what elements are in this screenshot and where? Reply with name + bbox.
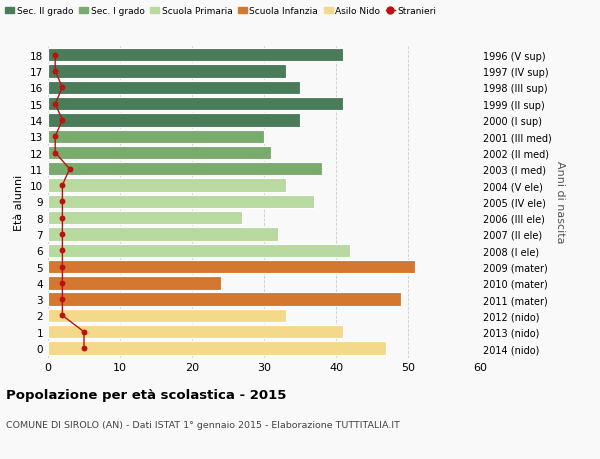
Point	[50, 150, 60, 157]
Point	[58, 214, 67, 222]
Point	[58, 280, 67, 287]
Bar	[48, 277, 221, 290]
Point	[79, 328, 89, 336]
Point	[58, 296, 67, 303]
Point	[58, 312, 67, 319]
Point	[58, 247, 67, 254]
Bar	[48, 65, 286, 78]
Legend: Sec. II grado, Sec. I grado, Scuola Primaria, Scuola Infanzia, Asilo Nido, Stran: Sec. II grado, Sec. I grado, Scuola Prim…	[2, 4, 440, 20]
Bar	[48, 212, 242, 225]
Bar	[48, 114, 300, 127]
Point	[50, 133, 60, 140]
Bar	[48, 146, 271, 160]
Bar	[48, 130, 264, 144]
Point	[58, 263, 67, 271]
Point	[58, 231, 67, 238]
Y-axis label: Anni di nascita: Anni di nascita	[556, 161, 565, 243]
Bar	[48, 293, 401, 306]
Bar	[48, 179, 286, 192]
Bar	[48, 309, 286, 322]
Bar	[48, 163, 322, 176]
Point	[50, 101, 60, 108]
Bar	[48, 341, 386, 355]
Point	[58, 117, 67, 124]
Y-axis label: Età alunni: Età alunni	[14, 174, 25, 230]
Text: Popolazione per età scolastica - 2015: Popolazione per età scolastica - 2015	[6, 388, 286, 401]
Bar	[48, 49, 343, 62]
Bar	[48, 325, 343, 339]
Bar	[48, 244, 350, 257]
Text: COMUNE DI SIROLO (AN) - Dati ISTAT 1° gennaio 2015 - Elaborazione TUTTITALIA.IT: COMUNE DI SIROLO (AN) - Dati ISTAT 1° ge…	[6, 420, 400, 429]
Point	[50, 52, 60, 59]
Point	[58, 182, 67, 190]
Bar	[48, 195, 314, 209]
Bar	[48, 228, 278, 241]
Point	[58, 84, 67, 92]
Bar	[48, 98, 343, 111]
Point	[58, 198, 67, 206]
Bar	[48, 260, 415, 274]
Point	[50, 68, 60, 76]
Bar	[48, 82, 300, 95]
Point	[79, 345, 89, 352]
Point	[65, 166, 74, 173]
